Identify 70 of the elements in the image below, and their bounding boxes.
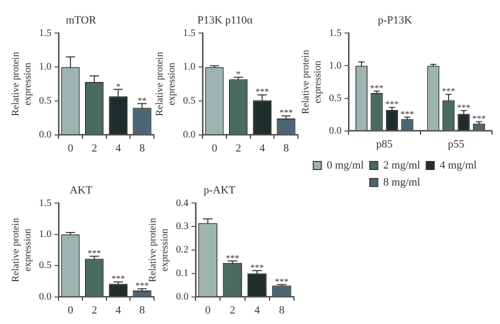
y-tick-label: 0.0 bbox=[329, 125, 342, 136]
x-tick-label: 0 bbox=[212, 142, 218, 154]
x-tick-label: 2 bbox=[230, 304, 236, 316]
y-tick-label: 1.0 bbox=[329, 60, 342, 72]
annotation: *** bbox=[370, 82, 384, 93]
chart-title: AKT bbox=[70, 184, 93, 196]
annotation: *** bbox=[457, 102, 471, 112]
annotation: * bbox=[116, 81, 121, 92]
legend-label: 8 mg/ml bbox=[383, 176, 420, 188]
chart-title: p-AKT bbox=[204, 184, 236, 196]
x-tick-label: 4 bbox=[259, 142, 266, 154]
y-tick-label: 1.0 bbox=[183, 62, 196, 73]
y-tick-label: 1.0 bbox=[39, 229, 52, 240]
y-tick-label: 1.0 bbox=[39, 62, 52, 73]
y-tick-label: 0.5 bbox=[329, 92, 342, 104]
x-tick-label: 8 bbox=[139, 142, 146, 154]
x-tick-label: 2 bbox=[92, 304, 98, 316]
annotation: *** bbox=[385, 99, 400, 110]
x-tick-label: 8 bbox=[283, 142, 290, 154]
y-tick-label: 0.2 bbox=[176, 244, 188, 256]
y-axis-title: Relative protein expression bbox=[148, 218, 171, 282]
x-tick-label: 2 bbox=[236, 142, 242, 154]
annotation: *** bbox=[135, 280, 150, 291]
y-tick-label: 0.1 bbox=[176, 268, 188, 280]
chart-title: P13K p110α bbox=[197, 14, 253, 26]
chart-title: mTOR bbox=[66, 14, 97, 26]
annotation: *** bbox=[472, 114, 486, 124]
x-tick-label: 4 bbox=[115, 304, 122, 316]
y-axis-title: Relative protein expression bbox=[300, 50, 324, 114]
annotation: ** bbox=[138, 96, 148, 106]
x-tick-label: p85 bbox=[376, 138, 394, 150]
y-tick-label: 0.4 bbox=[176, 198, 188, 209]
x-tick-label: 2 bbox=[92, 142, 98, 154]
x-tick-label: 0 bbox=[68, 304, 74, 316]
annotation: *** bbox=[255, 86, 270, 97]
legend-label: 4 mg/ml bbox=[440, 159, 477, 172]
y-tick-label: 1.5 bbox=[329, 28, 342, 39]
y-tick-label: 0.5 bbox=[39, 96, 52, 107]
x-tick-label: 4 bbox=[254, 304, 260, 316]
legend-label: 2 mg/ml bbox=[383, 159, 420, 172]
y-tick-label: 0.0 bbox=[176, 291, 188, 302]
annotation: *** bbox=[250, 262, 264, 272]
y-tick-label: 0.0 bbox=[39, 129, 52, 140]
annotation: *** bbox=[400, 108, 414, 119]
annotation: *** bbox=[442, 86, 456, 96]
y-tick-label: 1.5 bbox=[183, 28, 196, 39]
annotation: *** bbox=[226, 252, 240, 263]
x-tick-label: 4 bbox=[115, 142, 122, 154]
y-tick-label: 1.5 bbox=[39, 28, 52, 39]
annotation: *** bbox=[279, 108, 294, 118]
y-tick-label: 0.0 bbox=[183, 129, 196, 140]
y-tick-label: 0.5 bbox=[39, 260, 52, 272]
legend-label: 0 mg/ml bbox=[326, 159, 364, 172]
y-axis-title: Relative protein expression bbox=[154, 52, 178, 116]
y-axis-title: Relative protein expression bbox=[10, 218, 34, 282]
x-tick-label: 0 bbox=[68, 142, 74, 154]
x-tick-label: 0 bbox=[205, 304, 212, 316]
x-tick-label: 8 bbox=[139, 304, 146, 316]
x-tick-label: p55 bbox=[448, 138, 465, 150]
chart-title: p-P13K bbox=[378, 14, 412, 26]
annotation: *** bbox=[274, 276, 289, 286]
annotation: *** bbox=[111, 274, 126, 284]
annotation: * bbox=[236, 69, 242, 80]
y-tick-label: 0.5 bbox=[183, 96, 196, 107]
y-tick-label: 0.3 bbox=[176, 221, 188, 232]
y-tick-label: 0.0 bbox=[39, 291, 52, 302]
y-axis-title: Relative protein expression bbox=[10, 52, 34, 116]
x-tick-label: 8 bbox=[278, 304, 285, 316]
annotation: *** bbox=[88, 248, 102, 258]
y-tick-label: 1.5 bbox=[39, 198, 52, 209]
